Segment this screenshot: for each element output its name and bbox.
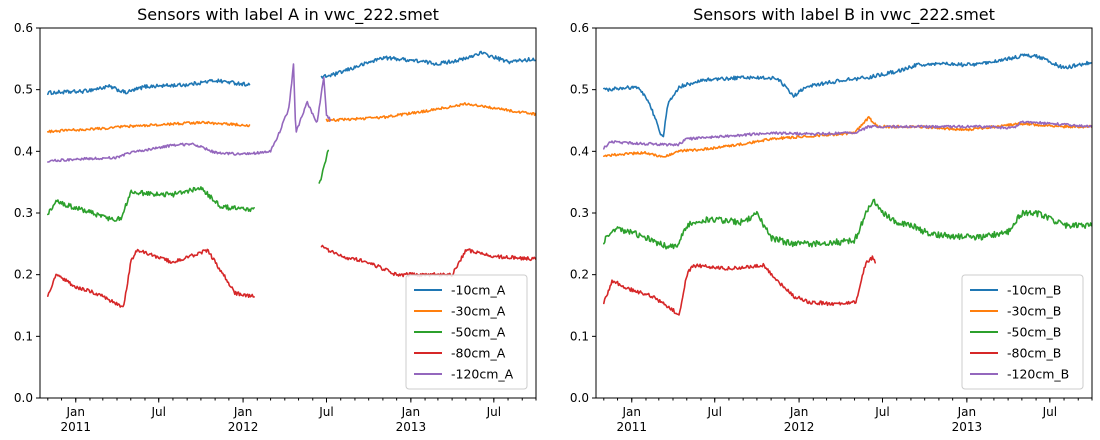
legend-label: -80cm_A xyxy=(451,346,506,361)
x-tick-year-label: 2012 xyxy=(784,420,815,434)
legend-label: -10cm_B xyxy=(1007,283,1061,298)
legend: -10cm_B -30cm_B -50cm_B -80cm_B -120cm_B xyxy=(961,274,1084,390)
y-tick-label: 0.2 xyxy=(570,268,589,282)
legend-label: -120cm_B xyxy=(1007,367,1069,382)
series-line-120cm-a xyxy=(47,63,331,163)
x-tick-year-label: 2013 xyxy=(952,420,983,434)
x-tick-year-label: 2012 xyxy=(228,420,259,434)
chart-title: Sensors with label A in vwc_222.smet xyxy=(137,5,439,25)
legend-label: -80cm_B xyxy=(1007,346,1061,361)
x-tick-label: Jul xyxy=(150,405,165,419)
series-line-50cm-b xyxy=(603,198,1092,250)
y-tick-label: 0.3 xyxy=(14,206,33,220)
y-tick-label: 0.0 xyxy=(14,391,33,405)
legend: -10cm_A -30cm_A -50cm_A -80cm_A -120cm_A xyxy=(405,274,528,390)
series-line-10cm-a-seg0 xyxy=(47,78,251,96)
x-tick-label: Jan xyxy=(66,405,86,419)
x-tick-year-label: 2011 xyxy=(60,420,91,434)
legend-box xyxy=(405,274,528,390)
x-tick-label: Jan xyxy=(233,405,253,419)
y-tick-label: 0.1 xyxy=(570,329,589,343)
series-line-30cm-a-seg0 xyxy=(47,120,251,134)
x-tick-label: Jul xyxy=(1042,405,1057,419)
legend-box xyxy=(961,274,1084,390)
x-tick-label: Jul xyxy=(486,405,501,419)
series-line-30cm-a-seg1 xyxy=(325,102,536,123)
series-line-10cm-b xyxy=(603,53,1092,138)
legend-label: -30cm_A xyxy=(451,304,506,319)
series-line-80cm-b xyxy=(603,255,876,316)
y-tick-label: 0.0 xyxy=(570,391,589,405)
x-tick-label: Jan xyxy=(622,405,642,419)
legend-label: -30cm_B xyxy=(1007,304,1061,319)
x-tick-label: Jan xyxy=(401,405,421,419)
series-line-50cm-a-seg1 xyxy=(318,149,330,184)
series-line-10cm-a-seg1 xyxy=(320,50,536,79)
legend-label: -120cm_A xyxy=(451,367,514,382)
y-tick-label: 0.4 xyxy=(14,144,33,158)
legend-label: -50cm_A xyxy=(451,325,506,340)
legend-label: -50cm_B xyxy=(1007,325,1061,340)
x-tick-label: Jan xyxy=(789,405,809,419)
series-group xyxy=(47,50,536,308)
y-tick-label: 0.3 xyxy=(570,206,589,220)
x-tick-year-label: 2013 xyxy=(396,420,427,434)
x-tick-year-label: 2011 xyxy=(616,420,647,434)
y-tick-label: 0.2 xyxy=(14,268,33,282)
x-tick-label: Jul xyxy=(874,405,889,419)
chart-panel-a: Sensors with label A in vwc_222.smet 0.0 0… xyxy=(14,5,537,434)
series-line-120cm-b xyxy=(603,120,1092,150)
y-tick-label: 0.1 xyxy=(14,329,33,343)
series-line-80cm-a-seg0 xyxy=(47,248,255,308)
series-group xyxy=(603,53,1092,316)
legend-label: -10cm_A xyxy=(451,283,506,298)
y-tick-label: 0.5 xyxy=(14,83,33,97)
x-tick-label: Jul xyxy=(706,405,721,419)
chart-panel-b: Sensors with label B in vwc_222.smet 0.0 0… xyxy=(570,5,1093,434)
series-line-80cm-a-seg1 xyxy=(320,244,536,278)
x-tick-label: Jan xyxy=(957,405,977,419)
x-tick-label: Jul xyxy=(318,405,333,419)
y-tick-label: 0.5 xyxy=(570,83,589,97)
series-line-30cm-b xyxy=(603,115,1092,158)
series-line-50cm-a-seg0 xyxy=(47,186,255,222)
chart-title: Sensors with label B in vwc_222.smet xyxy=(693,5,995,25)
y-tick-label: 0.4 xyxy=(570,144,589,158)
y-tick-label: 0.6 xyxy=(14,21,33,35)
y-tick-label: 0.6 xyxy=(570,21,589,35)
